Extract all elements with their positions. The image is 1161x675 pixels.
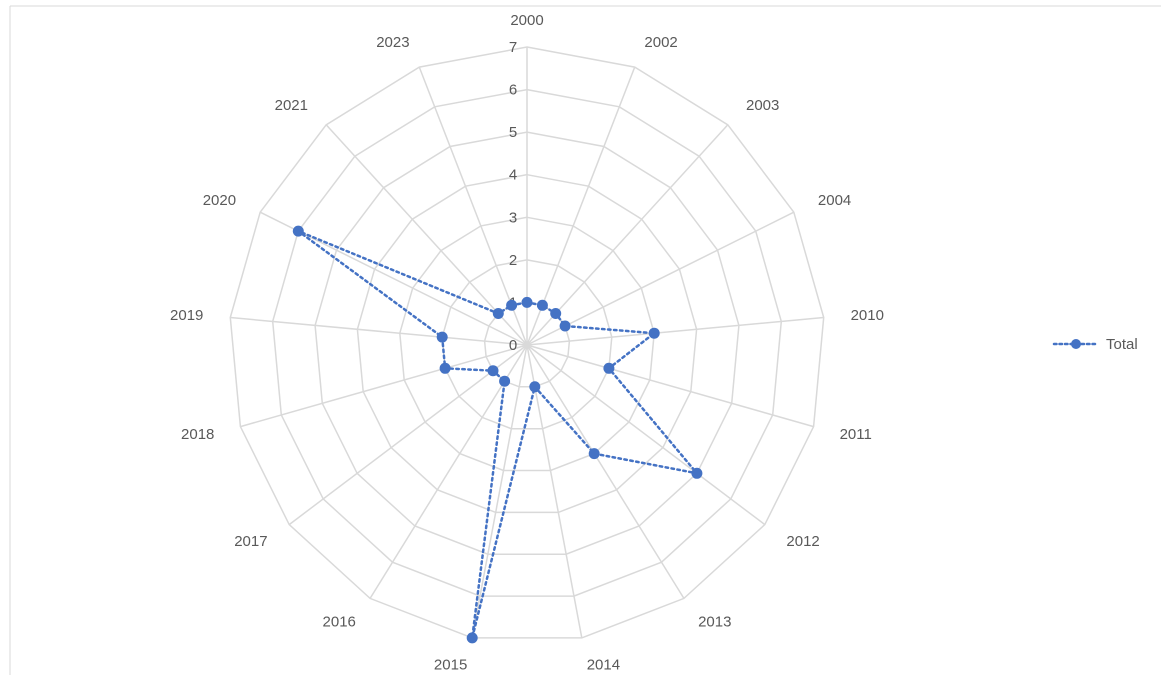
category-label-2023: 2023 [376, 34, 409, 51]
tick-label-4: 4 [509, 167, 517, 184]
data-point-2003 [550, 308, 562, 319]
data-point-2013 [588, 448, 600, 460]
spoke-2015 [471, 344, 528, 639]
spoke-2023 [418, 66, 528, 346]
legend-marker-icon [1052, 339, 1100, 349]
data-point-2015 [466, 632, 478, 644]
grid-ring-2 [441, 259, 613, 430]
spoke-2003 [526, 124, 729, 346]
tick-label-3: 3 [509, 209, 517, 226]
tick-label-6: 6 [509, 82, 517, 99]
category-label-2018: 2018 [181, 426, 214, 443]
tick-label-0: 0 [509, 337, 517, 354]
spoke-2018 [240, 344, 528, 428]
category-label-2021: 2021 [275, 97, 308, 114]
category-label-2002: 2002 [644, 34, 677, 51]
grid-ring-6 [271, 88, 783, 597]
spoke-2002 [526, 66, 636, 346]
spoke-2013 [526, 344, 685, 599]
legend-label-total: Total [1106, 335, 1138, 353]
data-point-2012 [691, 467, 703, 479]
spoke-2004 [526, 211, 795, 346]
data-point-2017 [487, 365, 499, 377]
data-point-2000 [521, 296, 533, 308]
category-label-2016: 2016 [323, 613, 356, 630]
category-label-2011: 2011 [840, 426, 872, 443]
radar-gridlines [229, 46, 825, 639]
data-point-2016 [499, 375, 511, 387]
tick-label-7: 7 [509, 39, 517, 56]
tick-label-2: 2 [509, 252, 517, 269]
grid-ring-4 [356, 173, 698, 514]
data-point-2010 [648, 327, 660, 339]
category-label-2013: 2013 [698, 613, 731, 630]
data-point-2019 [436, 331, 448, 343]
data-point-2014 [529, 381, 541, 393]
legend: Total [1052, 333, 1138, 355]
category-label-2000: 2000 [510, 12, 543, 29]
category-label-2012: 2012 [786, 533, 819, 550]
spoke-2019 [230, 316, 528, 346]
spoke-2011 [526, 344, 814, 428]
category-label-2019: 2019 [170, 307, 203, 324]
data-point-2021 [492, 308, 504, 319]
category-label-2014: 2014 [587, 657, 620, 674]
spoke-2014 [526, 344, 583, 639]
data-point-2004 [559, 320, 571, 332]
data-point-2023 [506, 299, 518, 311]
spoke-2010 [526, 316, 824, 346]
category-label-2017: 2017 [234, 533, 267, 550]
spoke-2017 [288, 344, 528, 526]
data-point-2002 [536, 299, 548, 311]
series-line-total [297, 229, 701, 639]
spoke-2016 [369, 344, 528, 599]
data-point-2011 [603, 362, 615, 374]
data-point-2020 [292, 225, 304, 237]
tick-label-5: 5 [509, 124, 517, 141]
category-label-2020: 2020 [203, 192, 236, 209]
spoke-2021 [325, 124, 528, 346]
series-total [292, 225, 703, 644]
data-point-2018 [439, 362, 451, 374]
spoke-2012 [526, 344, 766, 526]
grid-ring-7 [229, 46, 825, 639]
grid-ring-3 [399, 216, 655, 472]
category-labels: 2000 2002 2003 2004 2010 2011 2012 2013 2014 2015… [170, 12, 884, 674]
grid-ring-5 [314, 131, 740, 555]
category-label-2010: 2010 [851, 307, 884, 324]
category-label-2004: 2004 [818, 192, 851, 209]
category-label-2003: 2003 [746, 97, 779, 114]
category-label-2015: 2015 [434, 657, 467, 674]
